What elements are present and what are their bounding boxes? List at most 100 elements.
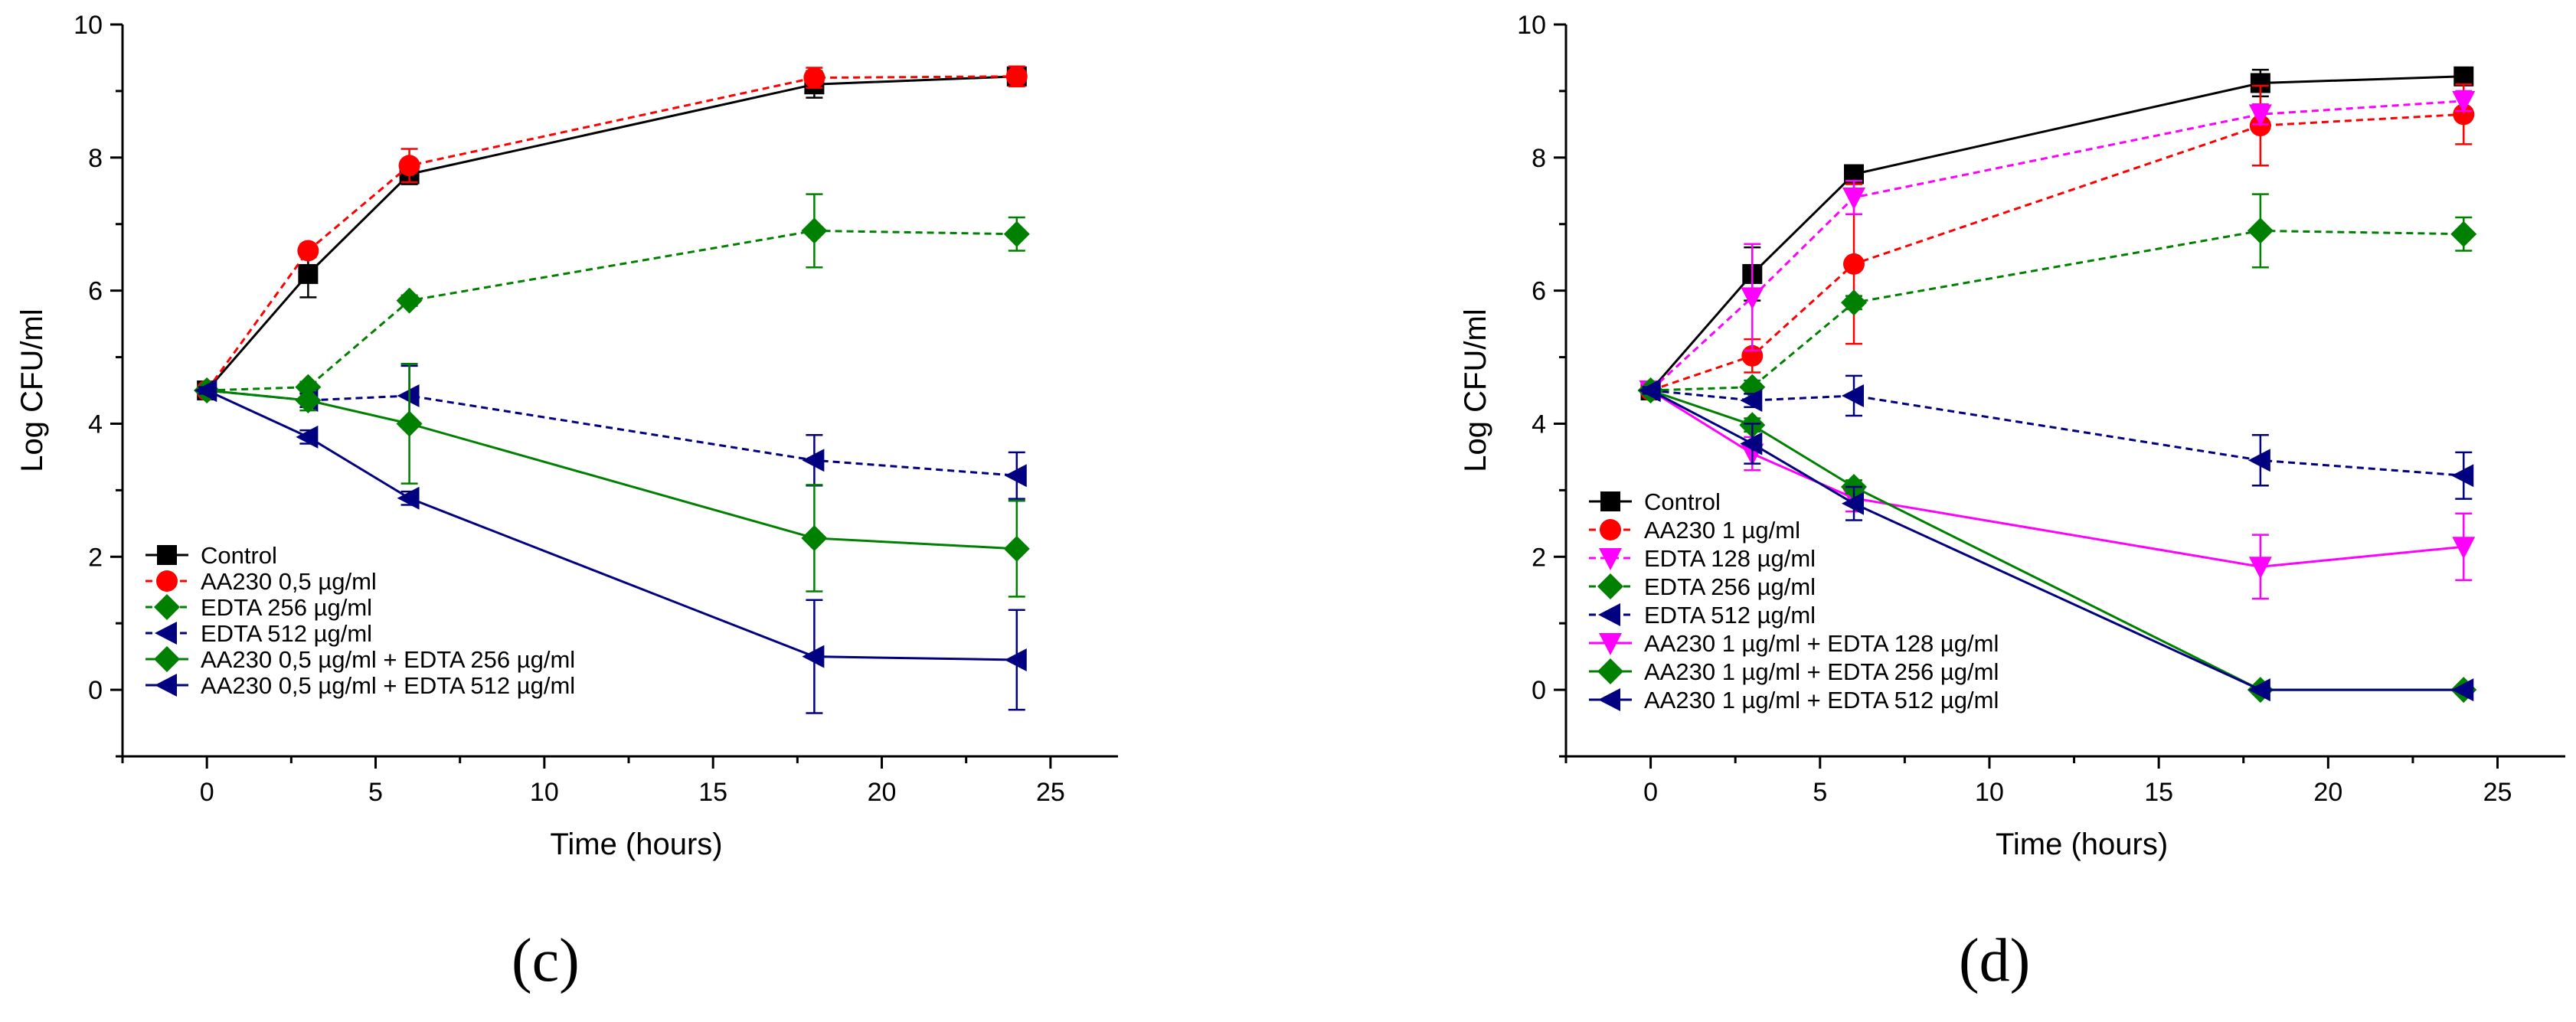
- legend-marker: [1597, 658, 1623, 684]
- data-point: [296, 425, 319, 449]
- data-point: [2453, 103, 2475, 126]
- x-tick-label-c: 5: [368, 778, 383, 807]
- series-c-4: [194, 362, 1030, 598]
- series-line: [207, 389, 1017, 550]
- data-point: [1741, 287, 1764, 310]
- legend-marker: [155, 674, 177, 697]
- data-point: [803, 67, 825, 89]
- y-tick-label-c: 10: [74, 11, 103, 40]
- data-point: [2247, 678, 2270, 702]
- x-tick-label-c: 10: [530, 778, 559, 807]
- legend-label: Control: [1644, 488, 1721, 515]
- x-axis-title-d: Time (hours): [1996, 828, 2168, 861]
- legend-label: EDTA 256 µg/ml: [201, 594, 372, 621]
- y-tick-label-d: 6: [1532, 277, 1546, 306]
- legend-label: Control: [201, 542, 277, 569]
- series-line: [205, 75, 1017, 391]
- legend-label: EDTA 512 µg/ml: [201, 620, 372, 647]
- data-point: [2248, 104, 2272, 127]
- series-d-2: [1639, 90, 2476, 403]
- legend-marker: [1599, 548, 1622, 570]
- data-point: [1003, 535, 1030, 562]
- y-tick-label-d: 10: [1517, 11, 1546, 40]
- legend-marker: [155, 622, 177, 645]
- data-point: [2452, 90, 2476, 113]
- x-tick-label-c: 15: [698, 778, 727, 807]
- series-d-7: [1638, 379, 2474, 702]
- legend-marker: [1600, 491, 1620, 511]
- data-point: [397, 486, 420, 510]
- series-line: [1649, 75, 2464, 391]
- panel-label-c: (c): [512, 927, 580, 994]
- y-tick-label-d: 0: [1532, 676, 1546, 705]
- data-point: [802, 645, 825, 668]
- legend-label: AA230 1 µg/ml: [1644, 517, 1800, 544]
- data-point: [398, 155, 420, 177]
- series-c-2: [194, 193, 1030, 403]
- x-tick-label-d: 5: [1813, 778, 1827, 807]
- chart-d: 0 2 4 6 8 10 0 5 10 15 20 25 Time (hours) Log CFU/ml C…: [1459, 11, 2565, 861]
- data-point: [2453, 66, 2474, 87]
- y-tick-label-c: 6: [88, 277, 103, 306]
- data-point: [396, 410, 423, 437]
- legend-marker: [154, 594, 180, 620]
- legend-marker: [154, 646, 180, 672]
- legend-marker: [1598, 688, 1620, 711]
- panel-label-d: (d): [1959, 927, 2031, 994]
- x-axis-title-c: Time (hours): [550, 828, 722, 861]
- legend-marker: [1599, 633, 1622, 655]
- data-point: [1003, 220, 1030, 247]
- data-point: [802, 449, 825, 472]
- series-line: [1650, 389, 2464, 477]
- y-tick-label-d: 4: [1532, 410, 1546, 439]
- x-tick-label-c: 25: [1036, 778, 1065, 807]
- data-point: [2450, 220, 2477, 247]
- y-axis-title-c: Log CFU/ml: [15, 309, 49, 472]
- legend-label: AA230 0,5 µg/ml + EDTA 512 µg/ml: [201, 672, 575, 699]
- chart-c: 0 2 4 6 8 10 0 5 10 15 20 25 Time (hours) Log CFU/ml C…: [15, 11, 1118, 861]
- data-point: [297, 240, 319, 262]
- legend-label: AA230 1 µg/ml + EDTA 128 µg/ml: [1644, 630, 1999, 657]
- data-point: [1740, 389, 1763, 413]
- series-c-1: [196, 65, 1028, 401]
- x-tick-label-c: 0: [200, 778, 214, 807]
- data-point: [1842, 187, 1866, 210]
- legend-label: AA230 1 µg/ml + EDTA 256 µg/ml: [1644, 658, 1999, 685]
- y-tick-label-c: 0: [88, 676, 103, 705]
- y-tick-label-c: 2: [88, 543, 103, 572]
- series-d-4: [1638, 374, 2474, 500]
- legend-label: EDTA 128 µg/ml: [1644, 545, 1816, 572]
- data-point: [397, 384, 420, 407]
- data-point: [801, 524, 828, 551]
- legend-label: EDTA 256 µg/ml: [1644, 573, 1816, 600]
- data-point: [1004, 464, 1027, 488]
- series-d-0: [1640, 66, 2474, 400]
- x-tick-label-d: 15: [2144, 778, 2173, 807]
- y-tick-label-d: 8: [1532, 144, 1546, 173]
- x-tick-label-d: 0: [1643, 778, 1658, 807]
- x-tick-label-c: 20: [868, 778, 897, 807]
- data-point: [2451, 464, 2474, 488]
- data-point: [2248, 557, 2272, 580]
- series-line: [1649, 100, 2464, 392]
- legend-label: AA230 1 µg/ml + EDTA 512 µg/ml: [1644, 687, 1999, 713]
- y-tick-label-c: 4: [88, 410, 103, 439]
- data-point: [396, 287, 423, 314]
- series-d-1: [1639, 83, 2475, 401]
- data-point: [295, 387, 322, 414]
- legend-marker: [1600, 519, 1621, 540]
- data-point: [1005, 65, 1028, 87]
- legend-marker: [156, 570, 178, 592]
- series-d-3: [1637, 193, 2477, 403]
- y-tick-label-d: 2: [1532, 543, 1546, 572]
- data-point: [1841, 289, 1868, 316]
- series-c-5: [195, 379, 1027, 714]
- series-c-0: [197, 66, 1027, 400]
- y-axis-title-d: Log CFU/ml: [1459, 309, 1492, 472]
- y-tick-label-c: 8: [88, 144, 103, 173]
- data-point: [1740, 432, 1763, 455]
- data-point: [1842, 491, 1865, 515]
